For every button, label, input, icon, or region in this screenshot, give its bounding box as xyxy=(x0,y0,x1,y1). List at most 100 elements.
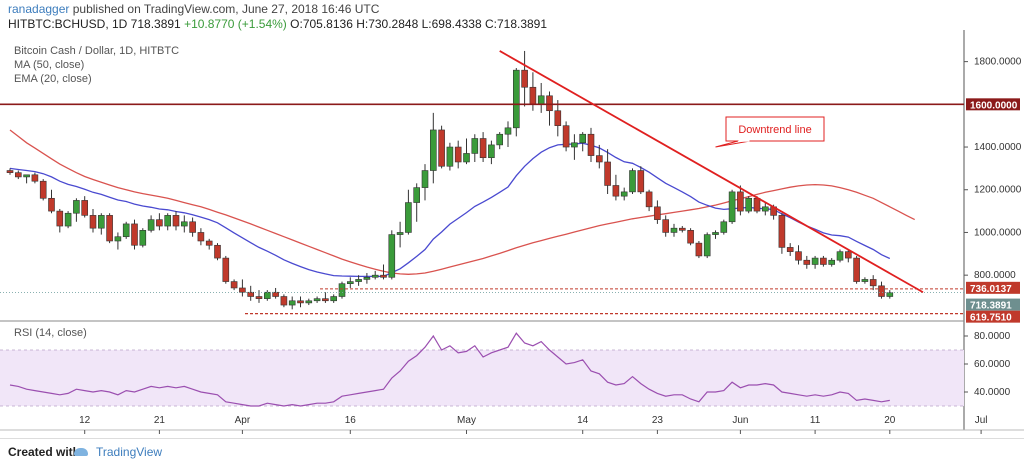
rsi-line xyxy=(9,332,890,407)
symbol-line: HITBTC:BCHUSD, 1D 718.3891 +10.8770 (+1.… xyxy=(8,17,547,31)
moving-average-lines xyxy=(9,129,915,278)
y-tick-label: 800.0000 xyxy=(974,270,1016,281)
candle-body xyxy=(512,69,520,129)
candle xyxy=(828,258,836,267)
candle xyxy=(355,275,362,286)
candle-body xyxy=(853,257,860,282)
candle xyxy=(405,189,412,235)
tag-1600-text: 1600.0000 xyxy=(970,100,1018,111)
candle xyxy=(247,285,254,301)
candle-body xyxy=(172,215,180,227)
legend-ma: MA (50, close) xyxy=(14,59,85,71)
candle-body xyxy=(521,69,528,88)
candle xyxy=(421,164,429,201)
candle-body xyxy=(421,170,429,188)
candle xyxy=(23,174,30,184)
candle xyxy=(504,121,512,148)
candle-body xyxy=(728,191,736,223)
candle-body xyxy=(272,291,279,297)
candle xyxy=(413,183,421,222)
x-tick-label: 23 xyxy=(652,415,664,426)
y-tick-label: 1800.0000 xyxy=(974,57,1022,68)
candle xyxy=(64,211,72,229)
candle xyxy=(795,245,802,265)
candle-body xyxy=(579,133,587,144)
candle-body xyxy=(6,170,14,173)
candle-body xyxy=(355,279,362,282)
candle xyxy=(429,112,437,184)
candle xyxy=(670,223,678,237)
x-tick-label: Apr xyxy=(235,415,251,426)
candle-body xyxy=(820,257,827,265)
candle-body xyxy=(297,300,304,304)
candle-body xyxy=(537,95,545,105)
candle-body xyxy=(554,110,562,126)
candle xyxy=(786,243,794,256)
candle xyxy=(537,82,545,113)
candle xyxy=(703,232,711,259)
tag-736: 736.0137 xyxy=(966,281,1020,295)
candle xyxy=(479,132,487,162)
candle-body xyxy=(122,223,130,238)
x-tick-label: 14 xyxy=(577,415,589,426)
candle-body xyxy=(471,138,479,154)
candle-body xyxy=(496,133,504,146)
tag-last-price-text: 718.3891 xyxy=(970,301,1012,312)
candle-body xyxy=(15,172,22,178)
candle xyxy=(546,91,553,126)
candle xyxy=(98,213,105,235)
candle xyxy=(820,255,827,267)
candle-body xyxy=(454,146,462,163)
tag-736-text: 736.0137 xyxy=(970,284,1012,295)
candle-body xyxy=(288,300,296,306)
price-chart[interactable]: 1800.0000 1400.0000 1200.0000 1000.0000 800.… xyxy=(0,0,1024,438)
publish-info: published on TradingView.com, June 27, 2… xyxy=(69,2,380,16)
candle xyxy=(612,174,620,201)
candle-body xyxy=(620,191,628,197)
candle xyxy=(562,121,570,152)
candle-body xyxy=(803,259,811,265)
candle xyxy=(695,240,703,259)
x-tick-label: 16 xyxy=(345,415,357,426)
candle-body xyxy=(654,206,661,220)
y-tick-label: 1200.0000 xyxy=(974,185,1022,196)
candle-body xyxy=(156,219,163,227)
candle-body xyxy=(612,185,620,197)
candle xyxy=(446,142,454,171)
candle-body xyxy=(753,197,761,212)
candle xyxy=(571,134,578,160)
tag-1600: 1600.0000 xyxy=(966,98,1020,111)
candle-body xyxy=(139,230,147,246)
rsi-tick-label: 60.0000 xyxy=(974,359,1011,370)
candle xyxy=(720,219,728,235)
candle xyxy=(139,228,147,248)
candle-body xyxy=(56,210,64,227)
candle xyxy=(39,179,47,201)
candle xyxy=(222,255,230,284)
candle-body xyxy=(396,232,404,235)
candle-body xyxy=(463,153,470,163)
candle xyxy=(371,270,379,280)
candle xyxy=(147,215,155,233)
candle-body xyxy=(571,142,578,148)
x-tick-label: Jun xyxy=(732,415,748,426)
candle xyxy=(305,298,313,306)
author-link[interactable]: ranadagger xyxy=(8,2,70,16)
candle xyxy=(579,132,587,152)
candle xyxy=(263,290,271,301)
candle-body xyxy=(886,292,894,297)
candle-body xyxy=(388,234,396,278)
candle xyxy=(230,279,238,291)
candle xyxy=(869,275,877,291)
candle xyxy=(496,132,504,150)
candle xyxy=(712,230,719,239)
rsi-layer: 80.0000 60.0000 40.0000 xyxy=(0,331,1011,407)
candle-body xyxy=(670,227,678,233)
tradingview-link[interactable]: TradingView xyxy=(96,445,163,459)
candle xyxy=(554,100,562,137)
candle-body xyxy=(322,298,329,302)
candle xyxy=(645,189,653,212)
downtrend-line xyxy=(499,50,924,294)
candle xyxy=(521,50,528,107)
candle-body xyxy=(695,242,703,257)
